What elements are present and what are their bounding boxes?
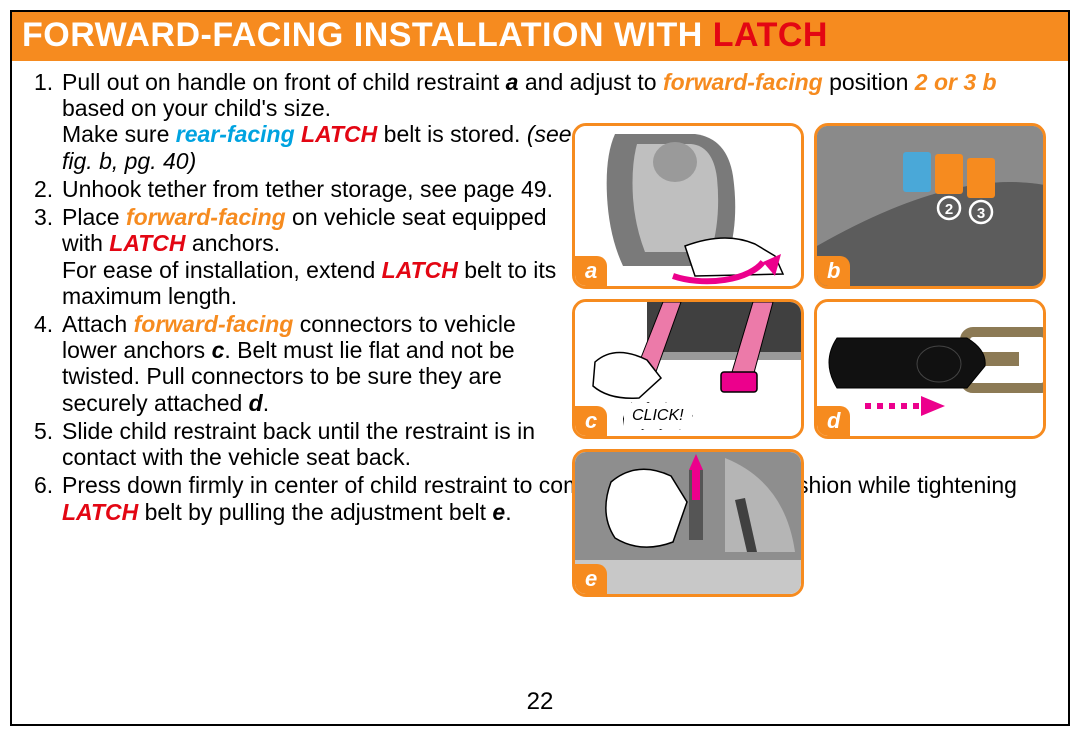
text-segment: forward-facing (126, 204, 286, 230)
content-area: 1.Pull out on handle on front of child r… (12, 61, 1068, 723)
figure-label-a: a (575, 256, 607, 286)
text-segment: LATCH (301, 121, 377, 147)
text-segment: LATCH (109, 230, 185, 256)
text-segment: based on your child's size. (62, 95, 331, 121)
text-segment: Pull out on handle on front of child res… (62, 69, 506, 95)
text-segment: Attach (62, 311, 134, 337)
figure-b: 2 3 b (814, 123, 1046, 289)
svg-text:3: 3 (977, 205, 985, 222)
step-number: 4. (34, 311, 62, 416)
step-number: 5. (34, 418, 62, 470)
text-segment: and adjust to (518, 69, 663, 95)
text-segment: For ease of installation, extend (62, 257, 382, 283)
text-segment: e (492, 499, 505, 525)
step-number: 2. (34, 176, 62, 202)
text-segment: 2 or 3 b (915, 69, 997, 95)
figure-label-b: b (817, 256, 850, 286)
text-segment: . (263, 390, 269, 416)
text-segment: rear-facing (176, 121, 295, 147)
text-segment: . (505, 499, 511, 525)
figure-e: e (572, 449, 804, 597)
figure-label-d: d (817, 406, 850, 436)
text-segment: Unhook tether from tether storage, see p… (62, 176, 553, 202)
figure-d: d (814, 299, 1046, 439)
text-segment: Make sure (62, 121, 176, 147)
page-title-bar: FORWARD-FACING INSTALLATION WITH LATCH (12, 12, 1068, 61)
title-main: FORWARD-FACING INSTALLATION WITH (22, 16, 713, 54)
text-segment: a (506, 69, 519, 95)
title-accent: LATCH (713, 16, 828, 54)
text-segment: Place (62, 204, 126, 230)
text-segment: belt by pulling the adjustment belt (138, 499, 492, 525)
step-number: 1. (34, 69, 62, 174)
figure-label-c: c (575, 406, 607, 436)
text-segment: c (212, 337, 225, 363)
text-segment: LATCH (382, 257, 458, 283)
figure-grid: a 2 3 (572, 123, 1067, 607)
figure-label-e: e (575, 564, 607, 594)
text-segment: Slide child restraint back until the res… (62, 418, 535, 470)
figure-a: a (572, 123, 804, 289)
text-segment: position (823, 69, 915, 95)
text-segment: belt is stored. (377, 121, 527, 147)
figure-c: CLICK! c (572, 299, 804, 439)
svg-text:2: 2 (945, 201, 953, 218)
text-segment: forward-facing (134, 311, 294, 337)
manual-page: FORWARD-FACING INSTALLATION WITH LATCH 1… (10, 10, 1070, 726)
text-segment: forward-facing (663, 69, 823, 95)
text-segment: anchors. (186, 230, 281, 256)
step-number: 3. (34, 204, 62, 309)
page-number: 22 (12, 688, 1068, 716)
step-number: 6. (34, 472, 62, 524)
text-segment: d (249, 390, 263, 416)
text-segment: LATCH (62, 499, 138, 525)
